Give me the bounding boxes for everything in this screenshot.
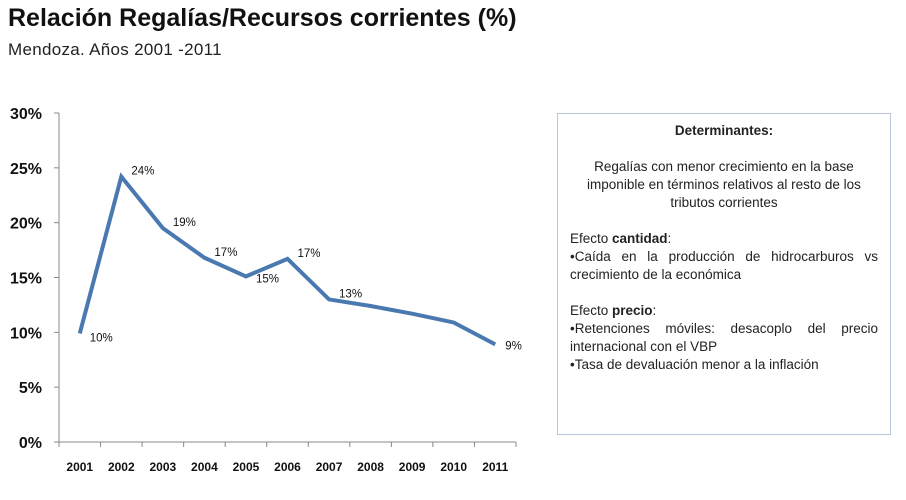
- data-label: 9%: [505, 340, 522, 352]
- data-label: 13%: [339, 288, 362, 300]
- y-tick-label: 5%: [19, 380, 42, 397]
- y-tick-label: 30%: [10, 106, 42, 123]
- cantidad-bold: cantidad: [612, 231, 668, 246]
- determinantes-box: Determinantes: Regalías con menor crecim…: [557, 113, 891, 435]
- x-tick-label: 2004: [191, 460, 218, 474]
- x-tick-label: 2001: [66, 460, 93, 474]
- data-label: 24%: [131, 166, 154, 178]
- y-tick-label: 20%: [10, 216, 42, 233]
- y-tick-label: 0%: [19, 435, 42, 452]
- precio-heading: Efecto precio:: [570, 302, 878, 320]
- cantidad-prefix: Efecto: [570, 231, 613, 246]
- x-tick-label: 2011: [482, 460, 508, 474]
- x-tick-label: 2006: [274, 460, 301, 474]
- chart-title: Relación Regalías/Recursos corrientes (%…: [8, 4, 517, 32]
- data-label: 17%: [298, 248, 321, 260]
- y-tick-label: 10%: [10, 325, 42, 342]
- precio-prefix: Efecto: [570, 303, 613, 318]
- x-tick-label: 2008: [357, 460, 384, 474]
- x-tick-label: 2002: [108, 460, 135, 474]
- precio-item: •Retenciones móviles: desacoplo del prec…: [570, 321, 878, 354]
- x-tick-label: 2007: [316, 460, 343, 474]
- x-tick-label: 2009: [399, 460, 426, 474]
- precio-item: •Tasa de devaluación menor a la inflació…: [570, 357, 819, 372]
- cantidad-suffix: :: [667, 231, 672, 246]
- box-heading: Determinantes:: [674, 123, 774, 138]
- chart-subtitle: Mendoza. Años 2001 -2011: [8, 40, 222, 59]
- x-tick-label: 2010: [440, 460, 467, 474]
- y-tick-label: 25%: [10, 161, 42, 178]
- series-line: [77, 172, 497, 347]
- data-label: 19%: [173, 217, 196, 229]
- data-label: 10%: [90, 332, 113, 344]
- box-summary: Regalías con menor crecimiento en la bas…: [587, 159, 861, 210]
- x-tick-label: 2003: [150, 460, 177, 474]
- data-label: 15%: [256, 273, 279, 285]
- cantidad-heading: Efecto cantidad:: [570, 230, 878, 248]
- y-tick-label: 15%: [10, 271, 42, 288]
- cantidad-item: •Caída en la producción de hidrocarburos…: [570, 249, 878, 282]
- precio-suffix: :: [652, 303, 657, 318]
- precio-bold: precio: [612, 303, 653, 318]
- data-label: 17%: [214, 247, 237, 259]
- x-tick-label: 2005: [233, 460, 260, 474]
